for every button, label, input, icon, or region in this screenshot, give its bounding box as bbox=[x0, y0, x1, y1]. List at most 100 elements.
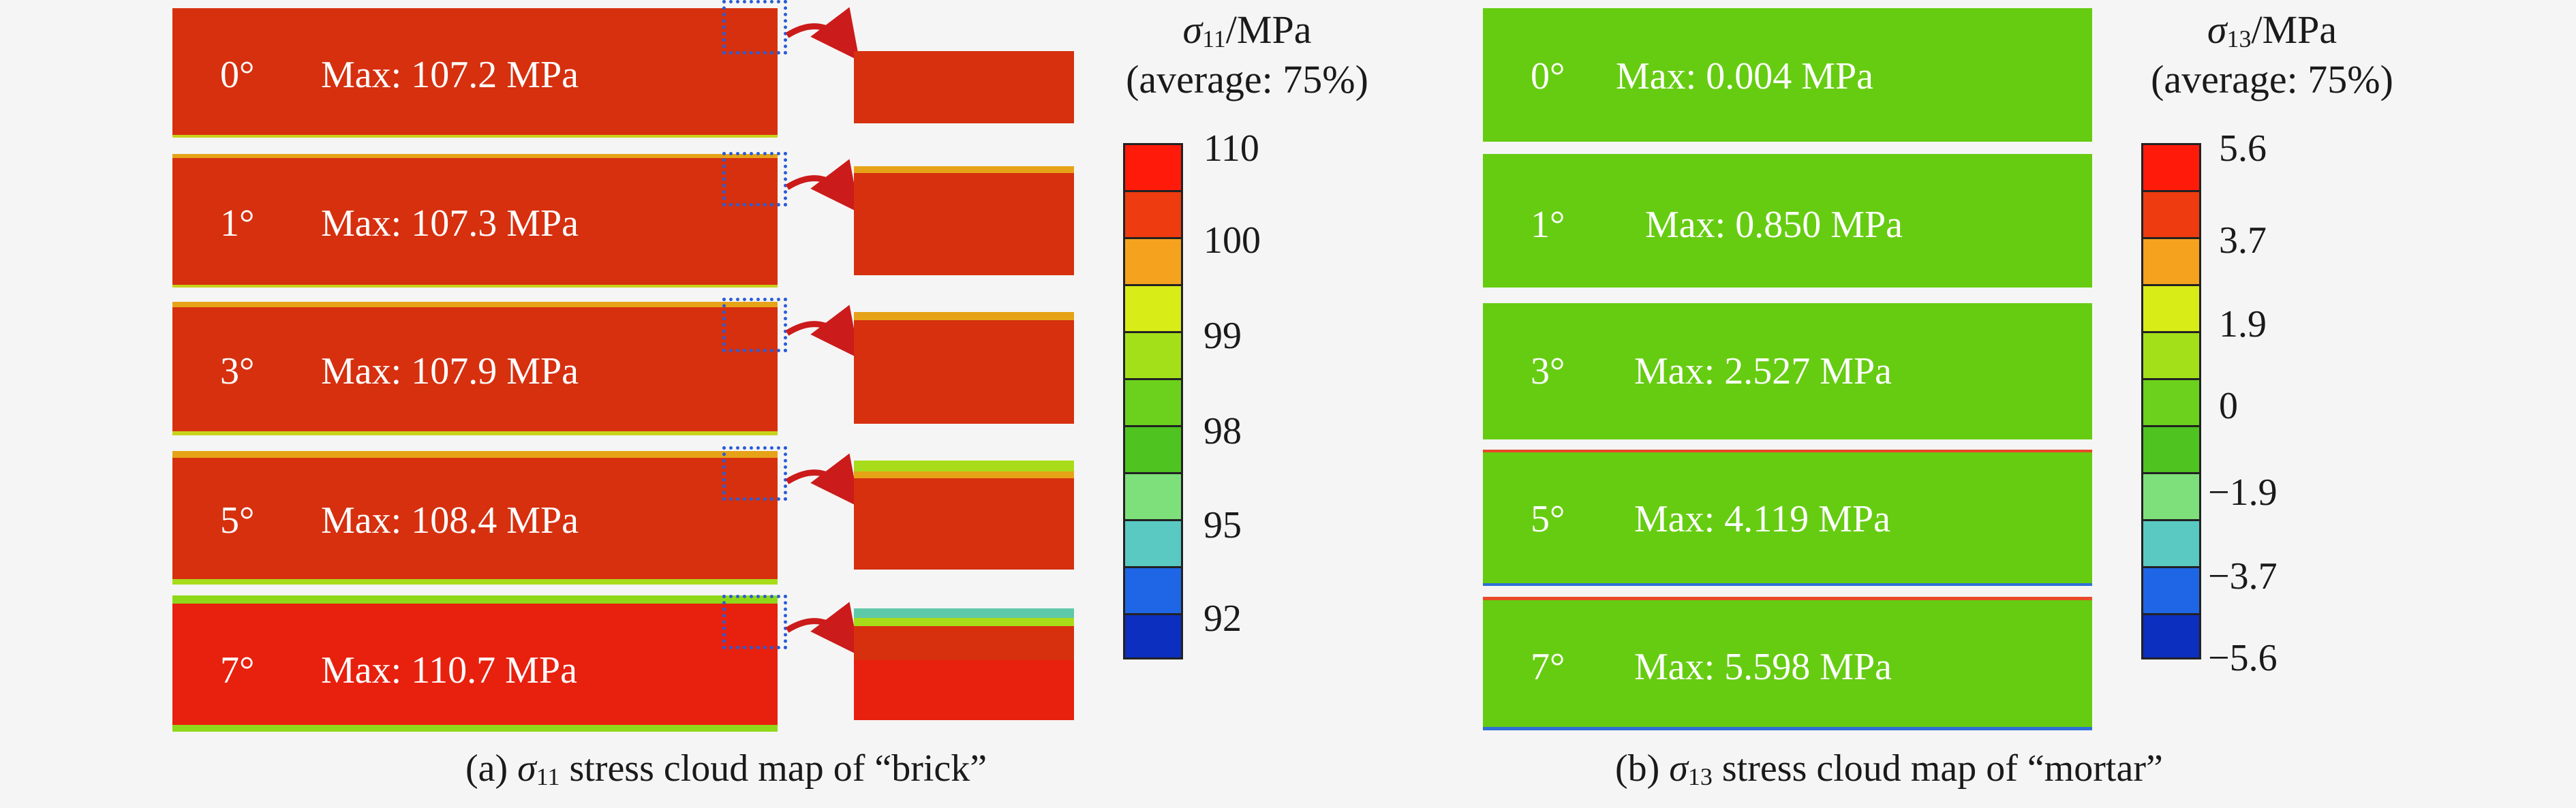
colorbar-tick: 95 bbox=[1203, 504, 1242, 546]
angle-label: 1° bbox=[220, 202, 255, 245]
colorbar-segment bbox=[2143, 333, 2199, 380]
sigma-subscript: 13 bbox=[1687, 763, 1713, 790]
average-label: (average: 75%) bbox=[1126, 57, 1368, 102]
zoom-inset-3 bbox=[854, 461, 1074, 570]
sigma-symbol: σ bbox=[2207, 7, 2227, 52]
colorbar-tick: 92 bbox=[1203, 597, 1242, 640]
brick-legend-title: σ11/MPa (average: 75%) bbox=[1077, 5, 1417, 104]
colorbar-segment bbox=[1125, 521, 1181, 568]
colorbar-segment bbox=[2143, 521, 2199, 568]
colorbar-segment bbox=[1125, 286, 1181, 333]
angle-label: 5° bbox=[1531, 498, 1565, 540]
colorbar-segment bbox=[1125, 333, 1181, 380]
colorbar-segment bbox=[2143, 239, 2199, 286]
max-stress-label: Max: 0.850 MPa bbox=[1645, 204, 1903, 246]
angle-label: 3° bbox=[1531, 350, 1565, 392]
angle-label: 3° bbox=[220, 350, 255, 392]
mortar-colorbar bbox=[2141, 143, 2201, 659]
curved-arrow-icon bbox=[785, 159, 860, 213]
mortar-strip-2: 3° Max: 2.527 MPa bbox=[1483, 303, 2092, 439]
angle-label: 7° bbox=[1531, 646, 1565, 688]
colorbar-tick: 1.9 bbox=[2219, 303, 2267, 345]
brick-strip-1: 1° Max: 107.3 MPa bbox=[172, 154, 778, 288]
max-stress-label: Max: 5.598 MPa bbox=[1634, 646, 1892, 688]
colorbar-segment bbox=[1125, 192, 1181, 239]
brick-caption: (a) σ11 stress cloud map of “brick” bbox=[465, 749, 987, 789]
colorbar-tick: 99 bbox=[1203, 315, 1242, 357]
zoom-arrows bbox=[785, 7, 860, 656]
colorbar-segment bbox=[1125, 615, 1181, 657]
caption-prefix: (a) bbox=[465, 747, 518, 790]
curved-arrow-icon bbox=[785, 7, 860, 61]
max-stress-label: Max: 107.9 MPa bbox=[321, 350, 579, 392]
max-stress-label: Max: 107.3 MPa bbox=[321, 202, 579, 245]
zoom-inset-0 bbox=[854, 51, 1074, 123]
angle-label: 0° bbox=[1531, 55, 1565, 97]
brick-strip-2: 3° Max: 107.9 MPa bbox=[172, 302, 778, 435]
zoom-region-0 bbox=[722, 0, 787, 55]
unit-label: /MPa bbox=[2251, 7, 2337, 52]
unit-label: /MPa bbox=[1225, 7, 1312, 52]
angle-label: 0° bbox=[220, 54, 255, 96]
colorbar-segment bbox=[2143, 474, 2199, 521]
brick-strip-0: 0° Max: 107.2 MPa bbox=[172, 8, 778, 138]
colorbar-segment bbox=[2143, 615, 2199, 657]
brick-strip-3: 5° Max: 108.4 MPa bbox=[172, 451, 778, 585]
colorbar-segment bbox=[1125, 474, 1181, 521]
sigma-symbol: σ bbox=[1669, 747, 1688, 790]
colorbar-segment bbox=[1125, 145, 1181, 192]
curved-arrow-icon bbox=[785, 602, 860, 656]
zoom-inset-2 bbox=[854, 312, 1074, 424]
colorbar-tick: 5.6 bbox=[2219, 127, 2267, 170]
curved-arrow-icon bbox=[785, 453, 860, 508]
mortar-strip-1: 1° Max: 0.850 MPa bbox=[1483, 154, 2092, 288]
colorbar-tick: 100 bbox=[1203, 219, 1261, 262]
max-stress-label: Max: 4.119 MPa bbox=[1634, 498, 1890, 540]
mortar-legend-title: σ13/MPa (average: 75%) bbox=[2102, 5, 2442, 104]
colorbar-segment bbox=[2143, 286, 2199, 333]
mortar-strip-4: 7° Max: 5.598 MPa bbox=[1483, 597, 2092, 730]
colorbar-segment bbox=[1125, 380, 1181, 427]
curved-arrow-icon bbox=[785, 305, 860, 359]
average-label: (average: 75%) bbox=[2151, 57, 2393, 102]
colorbar-segment bbox=[1125, 427, 1181, 474]
mortar-strip-3: 5° Max: 4.119 MPa bbox=[1483, 450, 2092, 586]
max-stress-label: Max: 110.7 MPa bbox=[321, 649, 577, 692]
angle-label: 5° bbox=[220, 499, 255, 542]
caption-text: stress cloud map of “brick” bbox=[559, 747, 987, 790]
zoom-inset-1 bbox=[854, 166, 1074, 275]
colorbar-tick: 0 bbox=[2219, 385, 2238, 427]
zoom-region-4 bbox=[722, 595, 787, 649]
zoom-region-1 bbox=[722, 152, 787, 206]
zoom-inset-4 bbox=[854, 608, 1074, 720]
colorbar-tick: −3.7 bbox=[2208, 555, 2278, 597]
mortar-caption: (b) σ13 stress cloud map of “mortar” bbox=[1615, 749, 2163, 789]
colorbar-segment bbox=[2143, 427, 2199, 474]
colorbar-tick: −1.9 bbox=[2208, 471, 2278, 514]
colorbar-tick: 98 bbox=[1203, 410, 1242, 452]
sigma-symbol: σ bbox=[517, 747, 536, 790]
colorbar-tick: 3.7 bbox=[2219, 219, 2267, 262]
colorbar-segment bbox=[2143, 192, 2199, 239]
zoom-region-2 bbox=[722, 298, 787, 352]
angle-label: 1° bbox=[1531, 204, 1565, 246]
colorbar-tick: 110 bbox=[1203, 127, 1259, 170]
caption-text: stress cloud map of “mortar” bbox=[1712, 747, 2163, 790]
colorbar-segment bbox=[1125, 568, 1181, 615]
max-stress-label: Max: 107.2 MPa bbox=[321, 54, 579, 96]
caption-prefix: (b) bbox=[1615, 747, 1670, 790]
colorbar-segment bbox=[1125, 239, 1181, 286]
sigma-subscript: 11 bbox=[1202, 25, 1226, 52]
colorbar-segment bbox=[2143, 568, 2199, 615]
sigma-symbol: σ bbox=[1182, 7, 1203, 52]
zoom-region-3 bbox=[722, 446, 787, 501]
mortar-strip-0: 0° Max: 0.004 MPa bbox=[1483, 8, 2092, 142]
brick-strip-4: 7° Max: 110.7 MPa bbox=[172, 595, 778, 732]
max-stress-label: Max: 2.527 MPa bbox=[1634, 350, 1892, 392]
angle-label: 7° bbox=[220, 649, 255, 692]
colorbar-segment bbox=[2143, 380, 2199, 427]
colorbar-tick: −5.6 bbox=[2208, 637, 2278, 679]
max-stress-label: Max: 0.004 MPa bbox=[1616, 55, 1873, 97]
sigma-subscript: 13 bbox=[2226, 25, 2252, 52]
max-stress-label: Max: 108.4 MPa bbox=[321, 499, 579, 542]
